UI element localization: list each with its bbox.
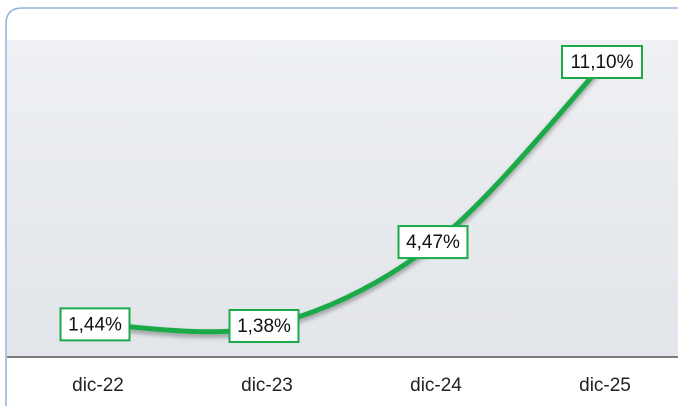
x-tick-label: dic-24 [410, 375, 462, 396]
data-label-box [228, 309, 300, 343]
data-label: 4,47% [406, 232, 460, 253]
data-label-box [397, 225, 469, 260]
data-label: 1,38% [237, 316, 291, 337]
x-tick-label: dic-25 [579, 375, 631, 396]
x-tick-label: dic-22 [72, 375, 124, 396]
data-line [95, 59, 608, 335]
x-tick-label: dic-23 [241, 375, 293, 396]
panel-border [5, 7, 678, 406]
data-label: 11,10% [570, 52, 633, 73]
data-label-box [59, 307, 131, 342]
data-label: 1,44% [68, 314, 122, 335]
plot-area [7, 40, 678, 357]
data-label-box [561, 45, 643, 79]
